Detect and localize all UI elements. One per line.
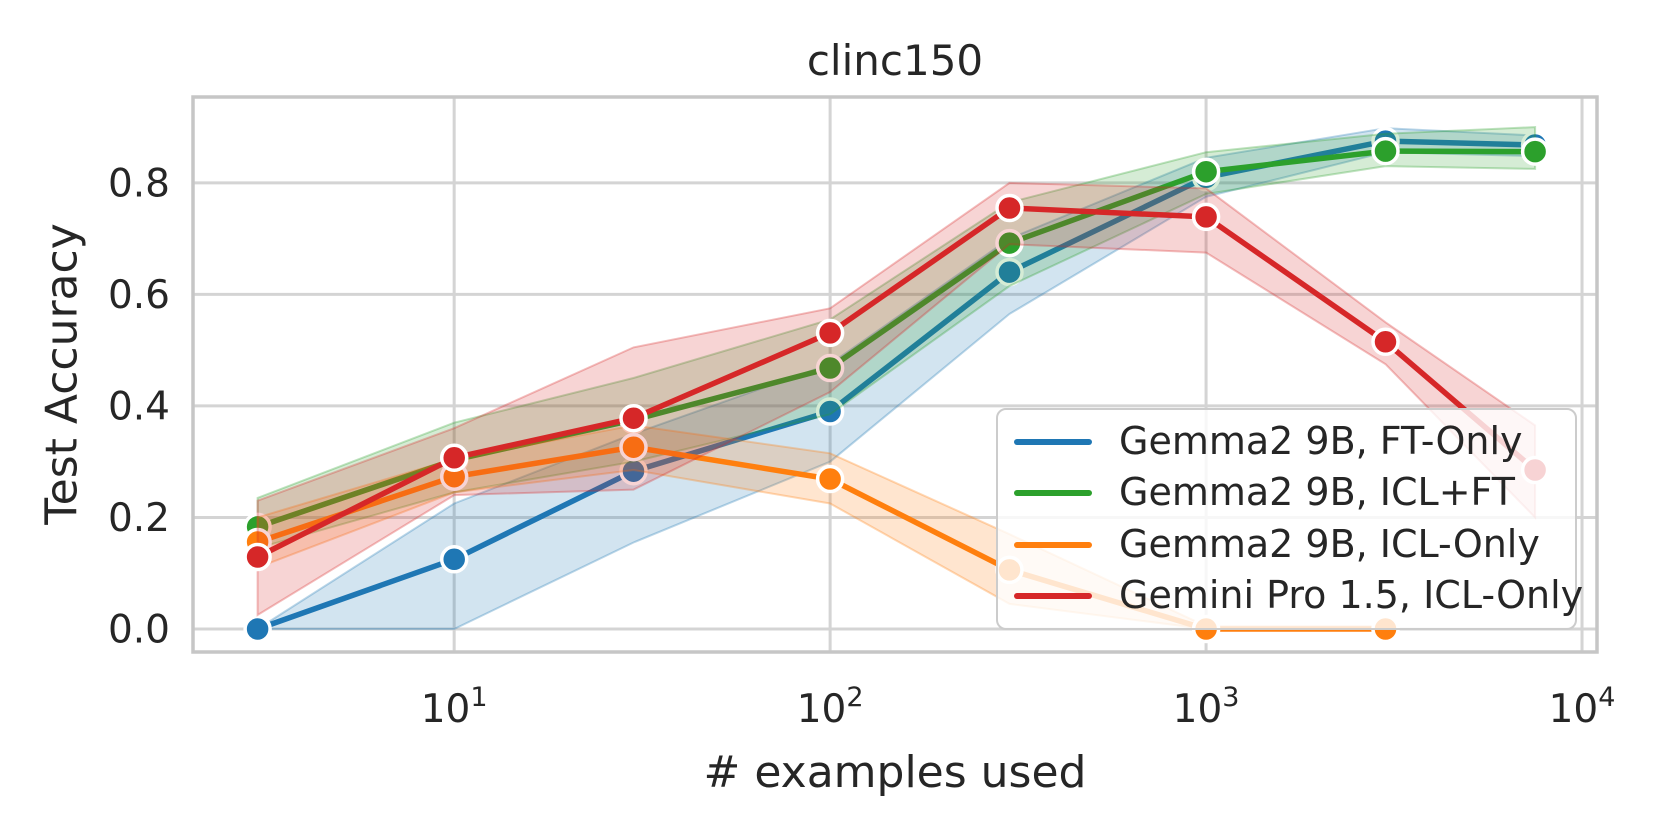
legend-label-3: Gemini Pro 1.5, ICL-Only (1119, 573, 1584, 618)
series-3-marker-x100 (815, 318, 845, 348)
y-tick-label-0.8: 0.8 (108, 161, 170, 206)
series-1-marker-x7500 (1520, 137, 1550, 166)
series-0-line (254, 138, 1538, 632)
legend-item-3: Gemini Pro 1.5, ICL-Only (998, 575, 1583, 617)
series-3-marker-x3000 (1371, 327, 1400, 357)
series-3-marker-x1000 (1191, 202, 1221, 232)
series-2-marker-x100 (815, 464, 845, 494)
series-0-marker-x100 (815, 397, 845, 426)
axes-frame (191, 95, 1599, 654)
series-2-marker-x30 (619, 432, 648, 462)
legend-swatch-0 (1014, 438, 1092, 445)
y-tick-label-0.2: 0.2 (108, 496, 170, 541)
x-axis-label: # examples used (703, 747, 1087, 798)
x-tick-label-10e1: 101 (421, 682, 488, 732)
series-3-marker-x3 (243, 542, 272, 572)
chart-title: clinc150 (806, 36, 984, 85)
legend-swatch-1 (1014, 490, 1092, 497)
series-3-marker-x30 (619, 403, 648, 433)
x-tick-label-10e2: 102 (797, 682, 864, 732)
series-3-marker-x300 (995, 193, 1024, 223)
legend-item-2: Gemma2 9B, ICL-Only (998, 521, 1575, 566)
series-0-marker-x300 (995, 257, 1024, 287)
series-3-marker-x10 (439, 443, 469, 473)
y-tick-label-0.6: 0.6 (108, 273, 170, 318)
x-tick-label-10e3: 103 (1173, 682, 1240, 732)
series-0-marker-x10 (439, 545, 469, 574)
legend-label-2: Gemma2 9B, ICL-Only (1119, 521, 1540, 566)
legend-swatch-3 (1014, 593, 1092, 600)
series-0-marker-x3 (243, 614, 272, 644)
series-1-marker-x3000 (1371, 136, 1400, 166)
series-1-marker-x1000 (1191, 157, 1221, 186)
legend-label-0: Gemma2 9B, FT-Only (1119, 418, 1523, 463)
legend-label-1: Gemma2 9B, ICL+FT (1119, 470, 1515, 515)
series-1-marker-x100 (815, 353, 845, 383)
x-tick-label-10e4: 104 (1549, 682, 1616, 732)
legend-item-1: Gemma2 9B, ICL+FT (998, 472, 1575, 514)
y-tick-label-0.0: 0.0 (108, 607, 170, 652)
y-tick-label-0.4: 0.4 (108, 384, 170, 429)
series-1-marker-x300 (995, 228, 1024, 258)
legend-item-0: Gemma2 9B, FT-Only (998, 418, 1575, 463)
legend: Gemma2 9B, FT-Only Gemma2 9B, ICL+FT Gemma… (996, 408, 1583, 630)
y-axis-label: Test Accuracy (36, 223, 88, 525)
series-3-line (254, 205, 1538, 560)
legend-swatch-2 (1014, 541, 1092, 548)
series-1-band (256, 126, 1537, 550)
